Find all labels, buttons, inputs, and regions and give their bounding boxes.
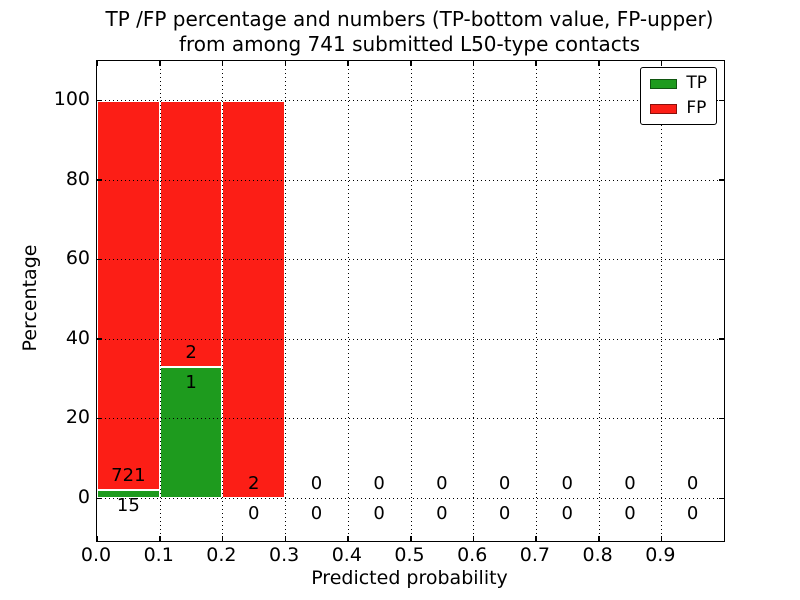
- x-tick-top: [472, 61, 475, 66]
- x-tick-label: 0.4: [331, 544, 362, 566]
- x-tick-top: [410, 61, 412, 66]
- tp-count-label: 0: [624, 503, 636, 524]
- x-gridline: [347, 61, 349, 541]
- x-tick-bottom: [347, 536, 349, 541]
- y-tick-right: [719, 99, 724, 101]
- x-tick-label: 0.6: [457, 544, 488, 566]
- bar-segment-fp: [159, 101, 223, 367]
- x-tick-top: [598, 61, 600, 66]
- tp-count-label: 0: [310, 503, 323, 524]
- fp-count-label: 0: [686, 473, 699, 494]
- x-gridline: [410, 61, 412, 541]
- x-tick-top: [221, 61, 224, 66]
- tp-count-label: 15: [116, 495, 140, 517]
- legend-label-fp: FP: [686, 98, 707, 118]
- x-tick-bottom: [598, 536, 600, 541]
- y-tick-label: 60: [65, 247, 90, 270]
- y-tick-right: [719, 258, 724, 261]
- x-tick-bottom: [221, 536, 224, 541]
- legend-item-tp: TP: [650, 75, 707, 92]
- x-gridline: [661, 61, 663, 541]
- x-tick-top: [535, 61, 537, 66]
- chart-title: TP /FP percentage and numbers (TP-bottom…: [96, 7, 723, 57]
- y-tick-left: [97, 179, 102, 181]
- fp-count-label: 0: [436, 473, 448, 494]
- y-tick-right: [719, 338, 724, 340]
- bar-segment-tp: [159, 366, 223, 498]
- y-tick-label: 40: [65, 326, 90, 349]
- tp-count-label: 0: [561, 503, 573, 524]
- x-tick-top: [347, 61, 349, 66]
- x-tick-top: [96, 61, 98, 66]
- plot-area: TP FP 721 15 2 1 2 0 0 0 0 0 0 0 0 0 0 0 0 0 0 0: [96, 60, 725, 542]
- y-tick-label: 80: [65, 167, 90, 190]
- bar-segment-fp: [222, 101, 286, 498]
- x-tick-label: 0.8: [582, 544, 613, 566]
- x-tick-bottom: [96, 536, 98, 541]
- tp-count-label: 0: [498, 503, 511, 524]
- fp-count-label: 0: [310, 473, 323, 494]
- bar-segment-tp: [97, 490, 160, 498]
- legend-label-tp: TP: [686, 73, 707, 93]
- x-tick-label: 0.2: [206, 544, 237, 566]
- tp-count-label: 0: [686, 503, 699, 524]
- x-axis-label: Predicted probability: [311, 567, 508, 589]
- chart-title-line1: TP /FP percentage and numbers (TP-bottom…: [105, 7, 714, 31]
- y-tick-right: [719, 497, 724, 499]
- x-tick-bottom: [472, 536, 475, 541]
- x-tick-label: 0.1: [143, 544, 174, 566]
- x-gridline: [535, 61, 537, 541]
- x-tick-bottom: [159, 536, 161, 541]
- x-gridline: [159, 61, 161, 541]
- tp-count-label: 0: [373, 503, 385, 524]
- fp-count-label: 0: [498, 473, 511, 494]
- x-tick-bottom: [284, 536, 287, 541]
- y-tick-left: [97, 417, 102, 420]
- x-tick-bottom: [410, 536, 412, 541]
- x-tick-label: 0.0: [80, 544, 112, 566]
- fp-count-label: 0: [561, 473, 573, 494]
- tp-count-label: 1: [185, 371, 197, 393]
- x-tick-top: [660, 61, 663, 66]
- bar-segment-fp: [97, 101, 160, 491]
- x-tick-label: 0.9: [645, 544, 676, 566]
- x-gridline: [473, 61, 475, 541]
- tp-count-label: 0: [436, 503, 448, 524]
- x-tick-label: 0.5: [394, 544, 425, 566]
- x-tick-top: [159, 61, 161, 66]
- x-tick-label: 0.3: [268, 544, 300, 566]
- x-tick-bottom: [660, 536, 663, 541]
- x-tick-bottom: [535, 536, 537, 541]
- fp-color-swatch: [650, 103, 678, 114]
- x-tick-label: 0.7: [519, 544, 550, 566]
- fp-count-label: 0: [624, 473, 636, 494]
- fp-count-label: 0: [373, 473, 385, 494]
- legend-item-fp: FP: [650, 100, 707, 117]
- y-tick-left: [97, 258, 102, 261]
- y-tick-label: 0: [77, 486, 90, 508]
- tp-count-label: 0: [248, 503, 260, 524]
- y-tick-label: 100: [53, 88, 90, 110]
- y-tick-right: [719, 417, 724, 420]
- fp-count-label: 2: [185, 341, 197, 363]
- legend-box: TP FP: [640, 67, 717, 125]
- fp-count-label: 2: [248, 473, 260, 494]
- y-tick-left: [97, 338, 102, 340]
- x-tick-top: [284, 61, 287, 66]
- tp-color-swatch: [650, 78, 678, 89]
- y-tick-left: [97, 99, 102, 101]
- fp-count-label: 721: [111, 465, 146, 487]
- y-tick-right: [719, 179, 724, 181]
- y-tick-label: 20: [65, 406, 90, 429]
- x-gridline: [285, 61, 287, 541]
- x-gridline: [598, 61, 600, 541]
- x-gridline: [222, 61, 224, 541]
- y-tick-left: [97, 497, 102, 499]
- chart-title-line2: from among 741 submitted L50-type contac…: [178, 32, 641, 56]
